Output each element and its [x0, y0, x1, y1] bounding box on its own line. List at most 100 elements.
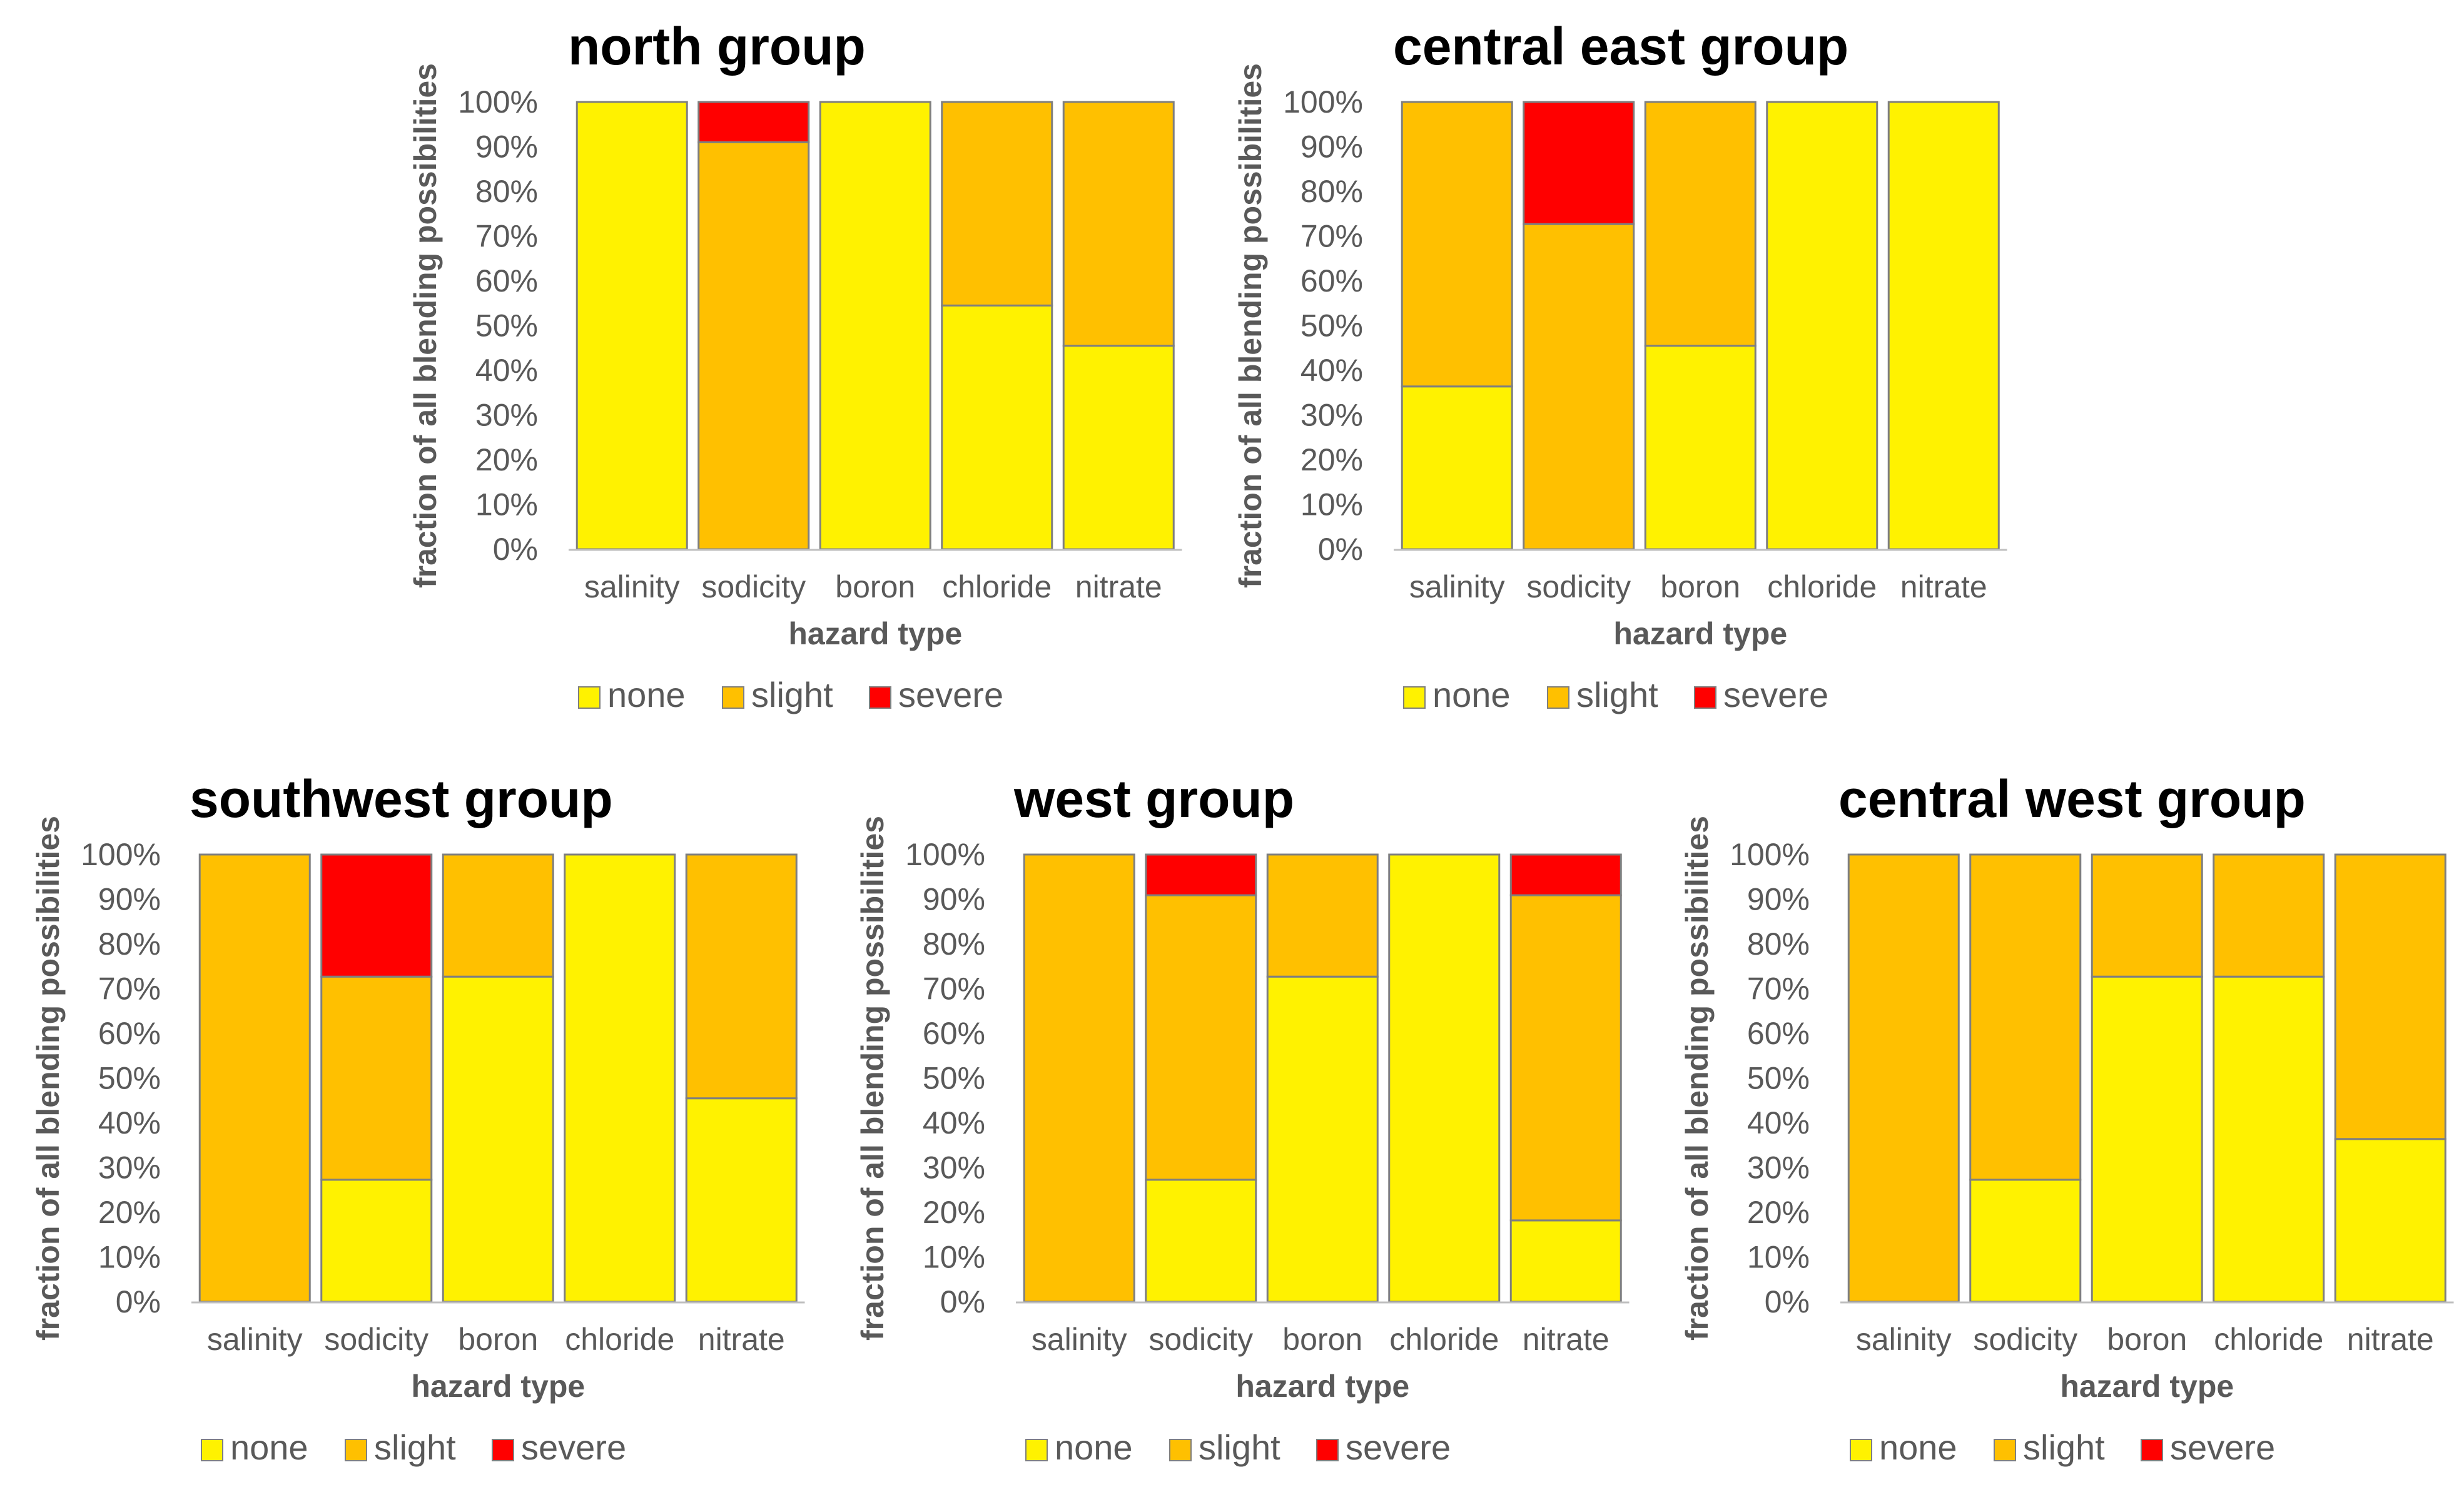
bar-boron-none	[2091, 975, 2203, 1303]
y-tick-label: 0%	[493, 532, 538, 567]
bar-nitrate-none	[685, 1097, 798, 1303]
x-tick-label: nitrate	[698, 1322, 785, 1357]
x-tick-label: boron	[1660, 569, 1740, 604]
y-axis-title: fraction of all blending possibilities	[31, 816, 66, 1341]
y-tick-label: 50%	[1747, 1061, 1810, 1096]
y-tick-label: 50%	[923, 1061, 985, 1096]
chart-panel-3: southwest group fraction of all blending …	[31, 769, 805, 1467]
y-tick-label: 60%	[98, 1016, 161, 1051]
x-tick-label: salinity	[584, 569, 680, 604]
y-tick-label: 80%	[923, 926, 985, 962]
bar-boron-slight	[442, 853, 554, 978]
y-tick-label: 70%	[1747, 972, 1810, 1007]
y-tick-label: 30%	[923, 1150, 985, 1185]
bar-salinity-slight	[1401, 101, 1513, 388]
y-tick-label: 70%	[98, 972, 161, 1007]
y-tick-label: 60%	[923, 1016, 985, 1051]
y-tick-label: 20%	[1747, 1195, 1810, 1230]
x-tick-label: sodicity	[324, 1322, 428, 1357]
bar-boron-none	[819, 101, 931, 551]
bar-nitrate-slight	[1062, 101, 1175, 347]
y-tick-label: 50%	[98, 1061, 161, 1096]
chart-panel-5: central west group fraction of all blendi…	[1680, 769, 2454, 1467]
legend-swatch-severe	[492, 1439, 514, 1461]
y-tick-label: 10%	[1747, 1240, 1810, 1275]
legend-swatch-severe	[1316, 1439, 1339, 1461]
chart-panel-4: west group fraction of all blending possi…	[855, 769, 1630, 1467]
y-tick-label: 60%	[475, 263, 538, 298]
legend-label-severe: severe	[521, 1428, 626, 1467]
bar-boron-none	[442, 975, 554, 1303]
x-tick-label: salinity	[207, 1322, 303, 1357]
bar-sodicity-slight	[1145, 894, 1257, 1181]
bar-chloride-slight	[2213, 853, 2325, 978]
y-tick-label: 40%	[1747, 1105, 1810, 1140]
y-tick-label: 80%	[1300, 174, 1363, 209]
y-tick-label: 90%	[1300, 129, 1363, 165]
legend-label-slight: slight	[1576, 675, 1658, 714]
legend-swatch-severe	[2141, 1439, 2163, 1461]
legend-label-severe: severe	[2170, 1428, 2275, 1467]
x-tick-label: sodicity	[1973, 1322, 2077, 1357]
legend-label-severe: severe	[898, 675, 1003, 714]
bar-sodicity-severe	[1523, 101, 1635, 225]
y-tick-label: 30%	[475, 398, 538, 433]
x-tick-label: boron	[1282, 1322, 1362, 1357]
x-axis-title: hazard type	[788, 616, 962, 651]
legend-swatch-none	[1025, 1439, 1048, 1461]
legend-label-none: none	[230, 1428, 308, 1467]
legend-swatch-slight	[1547, 686, 1569, 709]
bar-salinity-none	[1401, 385, 1513, 551]
bar-chloride-none	[1766, 101, 1878, 551]
bar-boron-slight	[2091, 853, 2203, 978]
y-tick-label: 0%	[1765, 1284, 1810, 1319]
x-tick-label: chloride	[565, 1322, 674, 1357]
y-tick-label: 30%	[1747, 1150, 1810, 1185]
bar-chloride-none	[564, 853, 676, 1303]
y-tick-label: 70%	[475, 219, 538, 254]
chart-title: west group	[1013, 769, 1294, 828]
bar-sodicity-slight	[697, 141, 810, 551]
chart-title: central west group	[1838, 769, 2306, 828]
y-tick-label: 20%	[475, 442, 538, 477]
y-tick-label: 100%	[1283, 84, 1363, 119]
legend-label-none: none	[1055, 1428, 1133, 1467]
bar-nitrate-none	[2334, 1138, 2446, 1303]
y-tick-label: 10%	[98, 1240, 161, 1275]
x-tick-label: boron	[2107, 1322, 2187, 1357]
bar-nitrate-none	[1062, 345, 1175, 551]
x-axis-title: hazard type	[1235, 1369, 1409, 1404]
bar-sodicity-none	[320, 1179, 433, 1303]
legend-swatch-slight	[1169, 1439, 1192, 1461]
x-tick-label: sodicity	[701, 569, 806, 604]
y-tick-label: 30%	[98, 1150, 161, 1185]
chart-title: southwest group	[190, 769, 613, 828]
x-tick-label: nitrate	[1075, 569, 1162, 604]
x-tick-label: salinity	[1409, 569, 1505, 604]
bar-salinity-slight	[1023, 853, 1135, 1303]
x-tick-label: chloride	[1767, 569, 1877, 604]
x-tick-label: chloride	[1389, 1322, 1499, 1357]
y-axis-title: fraction of all blending possibilities	[1680, 816, 1715, 1341]
legend-swatch-slight	[1994, 1439, 2016, 1461]
legend-label-severe: severe	[1723, 675, 1828, 714]
y-tick-label: 90%	[98, 882, 161, 917]
bar-boron-none	[1644, 345, 1757, 551]
y-tick-label: 20%	[1300, 442, 1363, 477]
bar-sodicity-severe	[1145, 853, 1257, 896]
legend-swatch-none	[578, 686, 601, 709]
y-tick-label: 70%	[1300, 219, 1363, 254]
bar-boron-slight	[1644, 101, 1757, 347]
bar-boron-none	[1266, 975, 1379, 1303]
legend-label-slight: slight	[2023, 1428, 2105, 1467]
bar-nitrate-none	[1887, 101, 2000, 551]
bar-sodicity-severe	[697, 101, 810, 143]
y-tick-label: 50%	[475, 308, 538, 343]
legend-label-slight: slight	[374, 1428, 456, 1467]
bar-boron-slight	[1266, 853, 1379, 978]
y-tick-label: 40%	[475, 353, 538, 388]
bar-sodicity-none	[1969, 1179, 2082, 1303]
bar-salinity-slight	[198, 853, 311, 1303]
y-tick-label: 100%	[458, 84, 538, 119]
legend-label-severe: severe	[1346, 1428, 1451, 1467]
